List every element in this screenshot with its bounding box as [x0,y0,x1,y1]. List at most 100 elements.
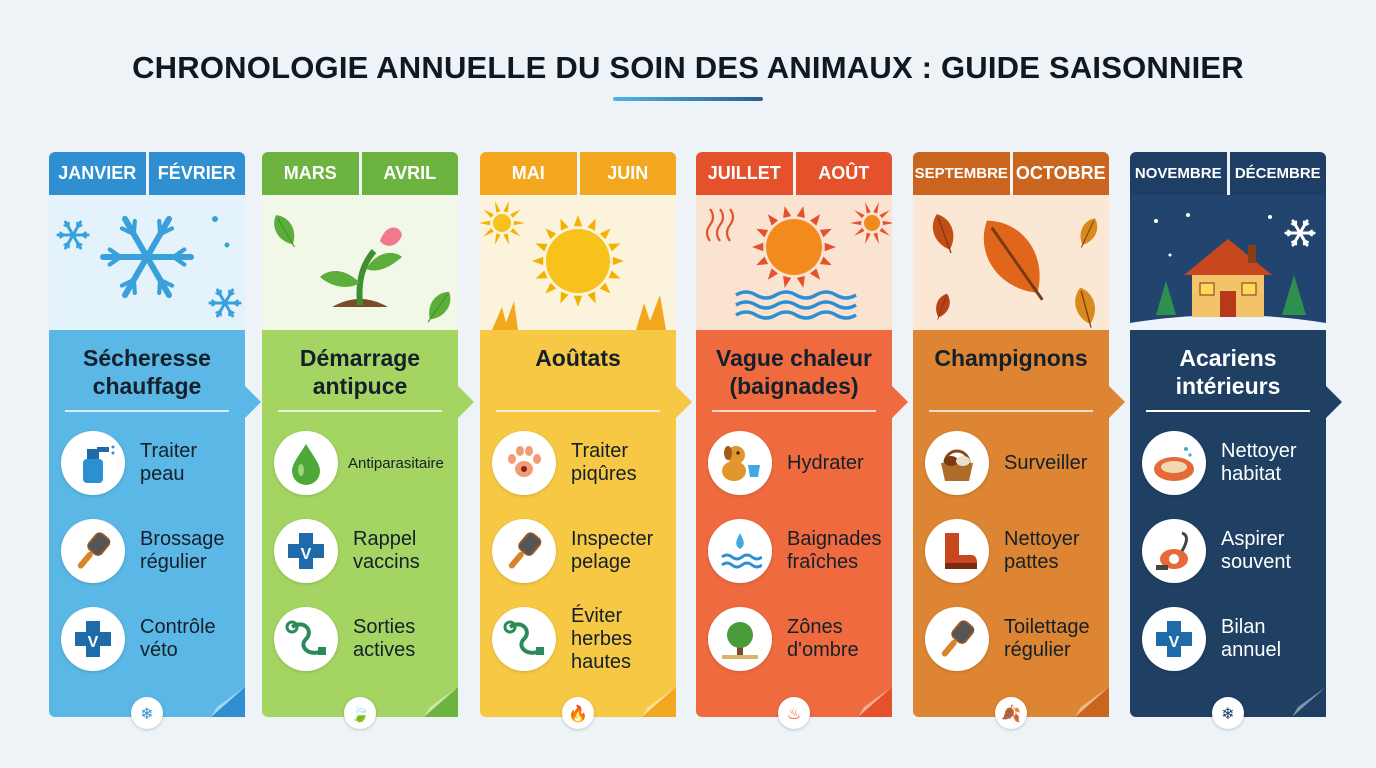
label-line: peau [140,463,185,485]
month-label: MARS [262,152,359,195]
risk-line: Démarrage [299,345,421,371]
timeline-arrow [245,386,261,418]
season-risk-title: Sécheresse chauffage [49,344,245,400]
season-column-5: SEPTEMBRE OCTOBRE Champignons Surveiller N… [913,152,1125,729]
care-action: Éviter herbes hautes [492,605,672,673]
season-body: Acariens intérieurs Nettoyer habitat Aspir… [1130,330,1326,729]
leash-icon [274,607,338,671]
page-fold [424,687,458,717]
season-column-6: NOVEMBRE DÉCEMBRE Acariens intérieurs Netto… [1130,152,1342,729]
page-fold [858,687,892,717]
divider [712,410,876,412]
page-fold [211,687,245,717]
care-action: Antiparasitaire [274,430,454,496]
label-line: Contrôle [140,616,216,638]
care-action: Aspirer souvent [1142,518,1322,584]
title-underline [613,97,763,101]
label-line: fraîches [787,551,859,573]
care-action-label: Antiparasitaire [348,452,444,475]
care-action-label: Brossage régulier [140,528,225,574]
vet-cross-icon: V [1142,607,1206,671]
care-action: Hydrater [708,430,888,496]
season-body: Vague chaleur (baignades) Hydrater Baigna… [696,330,892,729]
timeline-arrow [1109,386,1125,418]
vacuum-icon [1142,519,1206,583]
drop-icon [274,431,338,495]
month-label: SEPTEMBRE [913,152,1010,195]
brush-icon [925,607,989,671]
month-label: DÉCEMBRE [1229,152,1326,195]
label-line: Sorties [353,616,416,638]
label-line: pelage [571,551,632,573]
month-label: JUILLET [696,152,793,195]
risk-line: (baignades) [729,373,859,399]
care-action-label: Toilettage régulier [1004,616,1090,662]
page-title: CHRONOLOGIE ANNUELLE DU SOIN DES ANIMAUX… [132,50,1244,85]
vet-cross-icon: V [274,519,338,583]
month-header: MARS AVRIL [262,152,458,195]
month-label: JANVIER [49,152,146,195]
care-action-label: Zônes d'ombre [787,616,859,662]
risk-line: Champignons [934,345,1088,371]
care-action: V Bilan annuel [1142,606,1322,672]
timeline-arrow [676,386,692,418]
divider [929,410,1093,412]
care-action: Zônes d'ombre [708,606,888,672]
care-action: Surveiller [925,430,1105,496]
label-line: Toilettage [1004,616,1090,638]
dog-water-icon [708,431,772,495]
month-header: JUILLET AOÛT [696,152,892,195]
month-label: MAI [480,152,577,195]
label-line: Traiter [571,440,629,462]
care-action-label: Inspecter pelage [571,528,653,574]
label-line: régulier [1004,639,1071,661]
month-label: NOVEMBRE [1130,152,1227,195]
season-illustration [262,195,458,330]
month-label: JUIN [579,152,676,195]
risk-line: intérieurs [1175,373,1281,399]
season-seal-icon: ♨ [778,697,810,729]
season-column-2: MARS AVRIL Démarrage antipuce Antiparasitai… [262,152,474,729]
season-illustration [480,195,676,330]
risk-line: antipuce [312,373,408,399]
label-line: actives [353,639,416,661]
care-action-label: Surveiller [1004,452,1087,475]
spray-bottle-icon [61,431,125,495]
water-splash-icon [708,519,772,583]
divider [496,410,660,412]
care-action-label: Baignades fraîches [787,528,882,574]
label-line: hautes [571,650,632,673]
label-line: Hydrater [787,451,864,474]
svg-text:V: V [88,634,99,651]
label-line: Nettoyer [1221,440,1297,462]
page-fold [1292,687,1326,717]
season-body: Démarrage antipuce Antiparasitaire V Rapp… [262,330,458,729]
month-label: OCTOBRE [1012,152,1109,195]
care-action-label: Rappel vaccins [353,528,420,574]
season-column-1: JANVIER FÉVRIER Sécheresse chauffage Traite… [49,152,261,729]
vet-cross-icon: V [61,607,125,671]
care-action: Baignades fraîches [708,518,888,584]
season-illustration [49,195,245,330]
care-action-label: Contrôle véto [140,616,216,662]
label-line: Zônes [787,616,843,638]
care-action-label: Traiter peau [140,440,197,486]
care-action: Toilettage régulier [925,606,1105,672]
care-action: Inspecter pelage [492,518,672,584]
brush-icon [61,519,125,583]
tree-icon [708,607,772,671]
season-body: Sécheresse chauffage Traiter peau Brossage… [49,330,245,729]
care-action: V Rappel vaccins [274,518,454,584]
label-line: Traiter [140,440,198,462]
month-header: NOVEMBRE DÉCEMBRE [1130,152,1326,195]
month-header: MAI JUIN [480,152,676,195]
divider [65,410,229,412]
label-line: Inspecter [571,528,654,550]
paw-tick-icon [492,431,556,495]
care-action: Traiter peau [61,430,241,496]
label-line: Aspirer [1221,528,1285,550]
risk-line: Aoûtats [535,345,621,371]
label-line: régulier [140,551,207,573]
season-risk-title: Acariens intérieurs [1130,344,1326,400]
label-line: Surveiller [1004,451,1088,474]
